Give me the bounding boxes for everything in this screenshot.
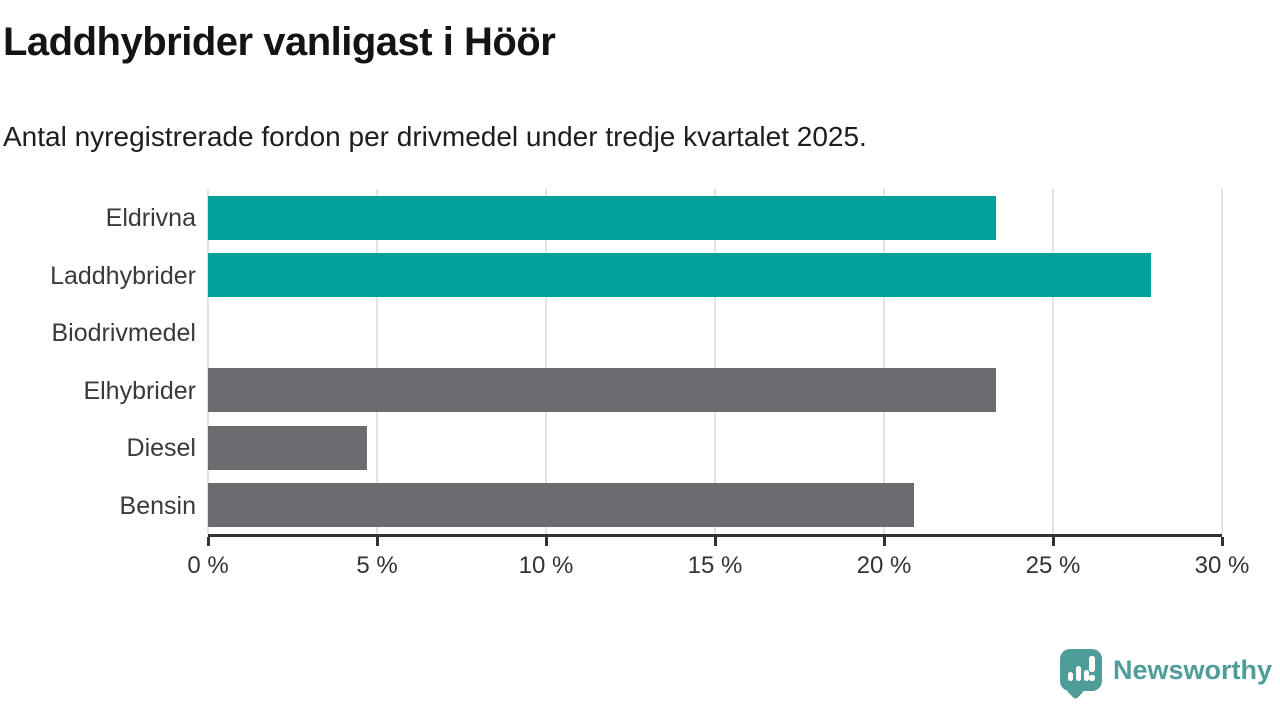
- plot-area: 0 % 5 % 10 % 15 % 20 % 25 % 30 %: [187, 189, 1249, 579]
- axis-tick: [883, 537, 886, 546]
- gridline: [1221, 189, 1223, 534]
- logo-bar-icon: [1075, 666, 1081, 681]
- axis-tick: [207, 537, 210, 546]
- bar-laddhybrider: [208, 253, 1152, 298]
- x-tick-label: 20 %: [856, 552, 912, 579]
- chart-title: Laddhybrider vanligast i Höör: [3, 20, 556, 64]
- axis-tick: [376, 537, 379, 546]
- category-labels: Eldrivna Laddhybrider Biodrivmedel Elhybrid…: [0, 190, 196, 535]
- gridline: [376, 189, 378, 534]
- x-tick-label: 25 %: [1025, 552, 1081, 579]
- x-tick-label: 30 %: [1194, 552, 1250, 579]
- logo-exclamation-icon: [1088, 656, 1095, 672]
- category-label: Laddhybrider: [50, 261, 196, 290]
- gridline: [545, 189, 547, 534]
- category-label: Biodrivmedel: [51, 319, 196, 348]
- x-tick-label: 10 %: [518, 552, 574, 579]
- bar-diesel: [208, 425, 367, 470]
- gridline: [714, 189, 716, 534]
- bar-elhybrider: [208, 368, 996, 413]
- axis-tick: [714, 537, 717, 546]
- bar-eldrivna: [208, 195, 996, 240]
- axis-tick: [545, 537, 548, 546]
- chart-subtitle: Antal nyregistrerade fordon per drivmede…: [3, 121, 867, 152]
- logo-bar-icon: [1083, 670, 1089, 681]
- newsworthy-logo-text: Newsworthy: [1112, 654, 1272, 685]
- gridline: [1052, 189, 1054, 534]
- x-tick-label: 5 %: [356, 552, 398, 579]
- axis-tick: [1052, 537, 1055, 546]
- newsworthy-chart-bubble-icon: [1059, 649, 1102, 691]
- logo-exclamation-dot-icon: [1088, 675, 1095, 681]
- category-label: Diesel: [126, 434, 196, 463]
- category-label: Bensin: [119, 491, 196, 520]
- newsworthy-logo: Newsworthy: [1059, 649, 1272, 691]
- category-label: Elhybrider: [83, 376, 196, 405]
- x-axis-line: [208, 534, 1222, 537]
- x-tick-label: 0 %: [187, 552, 229, 579]
- gridline: [207, 189, 209, 534]
- category-label: Eldrivna: [105, 204, 196, 233]
- logo-bar-icon: [1067, 672, 1073, 681]
- bar-bensin: [208, 483, 915, 528]
- axis-tick: [1221, 537, 1224, 546]
- gridline: [883, 189, 885, 534]
- x-tick-label: 15 %: [687, 552, 743, 579]
